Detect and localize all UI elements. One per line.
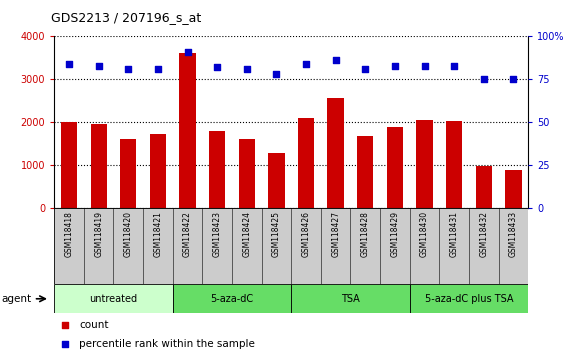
Point (154, 66, 163, 72)
Text: GSM118423: GSM118423 (212, 211, 222, 257)
Text: GSM118418: GSM118418 (65, 211, 74, 257)
Bar (54, 284, 173, 313)
Point (124, 66, 133, 72)
Text: GSM118420: GSM118420 (124, 211, 133, 257)
Point (391, 63, 400, 68)
Text: GSM118421: GSM118421 (154, 211, 162, 257)
Bar (91, 125, 107, 208)
Point (94, 63, 103, 68)
Bar (357, 137, 373, 208)
Text: percentile rank within the sample: percentile rank within the sample (79, 339, 255, 349)
Bar (209, 131, 226, 208)
Text: GDS2213 / 207196_s_at: GDS2213 / 207196_s_at (51, 11, 202, 24)
Point (60, 322, 69, 327)
Bar (416, 120, 433, 208)
Text: GSM118428: GSM118428 (361, 211, 370, 257)
Bar (291, 284, 410, 313)
Text: GSM118432: GSM118432 (479, 211, 488, 257)
Point (509, 76, 518, 82)
Bar (268, 153, 284, 208)
Point (301, 61, 311, 67)
Text: untreated: untreated (90, 294, 138, 304)
Bar (476, 166, 492, 208)
Point (479, 76, 488, 82)
Text: TSA: TSA (341, 294, 360, 304)
Bar (328, 98, 344, 208)
Text: GSM118429: GSM118429 (391, 211, 399, 257)
Bar (387, 127, 403, 208)
Text: GSM118433: GSM118433 (509, 211, 518, 257)
Point (449, 63, 459, 68)
Point (420, 63, 429, 68)
Text: count: count (79, 320, 108, 330)
Text: GSM118427: GSM118427 (331, 211, 340, 257)
Point (331, 58, 340, 63)
Bar (410, 284, 528, 313)
Bar (298, 118, 314, 208)
Point (65, 61, 74, 67)
Point (212, 64, 222, 70)
Point (60, 341, 69, 347)
Bar (446, 121, 463, 208)
Point (361, 66, 370, 72)
Bar (120, 139, 136, 208)
Bar (173, 284, 291, 313)
Text: GSM118425: GSM118425 (272, 211, 281, 257)
Bar (179, 53, 196, 208)
Text: GSM118424: GSM118424 (242, 211, 251, 257)
Bar (150, 134, 166, 208)
Text: GSM118422: GSM118422 (183, 211, 192, 257)
Text: 5-aza-dC: 5-aza-dC (210, 294, 254, 304)
Text: GSM118430: GSM118430 (420, 211, 429, 257)
Bar (239, 139, 255, 208)
Point (272, 72, 281, 77)
Text: agent: agent (2, 294, 32, 304)
Point (183, 49, 192, 55)
Point (242, 66, 251, 72)
Text: 5-aza-dC plus TSA: 5-aza-dC plus TSA (425, 294, 513, 304)
Bar (505, 170, 521, 208)
Text: GSM118426: GSM118426 (301, 211, 311, 257)
Text: GSM118419: GSM118419 (94, 211, 103, 257)
Text: GSM118431: GSM118431 (449, 211, 459, 257)
Bar (61, 122, 77, 208)
